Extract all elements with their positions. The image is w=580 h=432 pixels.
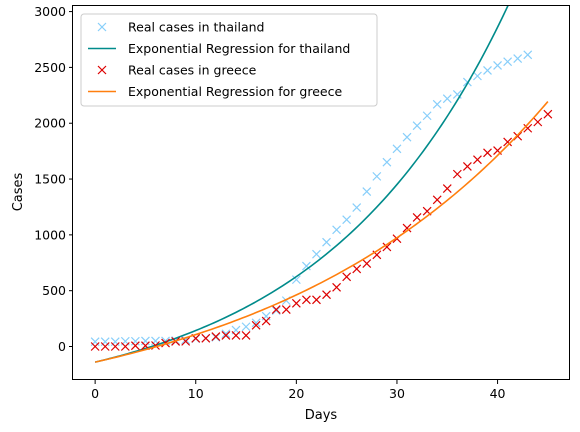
plot-area bbox=[90, 6, 553, 363]
data-point bbox=[221, 329, 231, 339]
regression-line bbox=[94, 101, 549, 363]
y-axis: 0 500 1000 1500 2000 2500 3000 bbox=[34, 4, 73, 354]
data-point bbox=[251, 320, 261, 330]
x-tick-label: 10 bbox=[188, 386, 204, 401]
x-axis: 0 10 20 30 40 bbox=[91, 380, 506, 401]
x-tick-label: 20 bbox=[288, 386, 304, 401]
data-point bbox=[382, 242, 392, 252]
data-point bbox=[352, 203, 362, 212]
data-point bbox=[271, 305, 281, 314]
data-point bbox=[261, 316, 271, 326]
data-point bbox=[523, 123, 533, 133]
data-point bbox=[442, 184, 452, 193]
data-point bbox=[412, 121, 422, 131]
data-point bbox=[281, 305, 291, 314]
data-point bbox=[473, 71, 482, 81]
legend-marker bbox=[97, 65, 107, 75]
y-axis-label: Cases bbox=[11, 172, 26, 211]
x-axis-label: Days bbox=[305, 408, 338, 423]
data-point bbox=[412, 213, 422, 222]
series-2 bbox=[90, 109, 553, 351]
data-point bbox=[493, 60, 502, 70]
legend-item: Exponential Regression for greece bbox=[88, 84, 342, 99]
legend-box bbox=[80, 13, 378, 107]
data-point bbox=[503, 137, 513, 147]
legend-label: Exponential Regression for thailand bbox=[128, 41, 350, 56]
data-point bbox=[332, 282, 342, 292]
data-point bbox=[211, 332, 221, 341]
data-point bbox=[271, 306, 281, 315]
data-point bbox=[392, 144, 402, 154]
y-tick-label: 2000 bbox=[34, 116, 66, 131]
legend-label: Exponential Regression for greece bbox=[128, 84, 342, 99]
data-point bbox=[342, 272, 352, 282]
data-point bbox=[161, 338, 170, 348]
legend: Real cases in thailand Exponential Regres… bbox=[80, 13, 378, 107]
data-point bbox=[432, 195, 442, 205]
y-tick-label: 500 bbox=[42, 283, 66, 298]
data-point bbox=[130, 341, 140, 351]
data-point bbox=[312, 295, 321, 305]
x-tick-label: 30 bbox=[389, 386, 405, 401]
data-point bbox=[372, 171, 382, 181]
y-tick-label: 1000 bbox=[34, 227, 66, 242]
data-point bbox=[120, 342, 130, 351]
data-point bbox=[241, 322, 251, 332]
legend-item: Exponential Regression for thailand bbox=[88, 41, 350, 56]
data-point bbox=[251, 318, 261, 328]
data-point bbox=[523, 50, 533, 60]
data-point bbox=[221, 331, 231, 340]
data-point bbox=[473, 155, 482, 165]
data-point bbox=[312, 249, 321, 259]
data-point bbox=[442, 94, 452, 104]
data-point bbox=[241, 331, 251, 340]
data-point bbox=[130, 336, 140, 346]
data-point bbox=[362, 259, 372, 268]
legend-label: Real cases in greece bbox=[128, 63, 257, 78]
data-point bbox=[352, 264, 362, 274]
data-point bbox=[462, 162, 472, 171]
data-point bbox=[422, 111, 432, 121]
y-tick-label: 2500 bbox=[34, 60, 66, 75]
data-point bbox=[382, 157, 392, 167]
data-point bbox=[301, 261, 311, 271]
data-point bbox=[362, 187, 372, 196]
legend-marker bbox=[97, 22, 107, 32]
data-point bbox=[483, 148, 492, 158]
data-point bbox=[402, 132, 412, 142]
y-tick-label: 0 bbox=[58, 339, 66, 354]
axes-frame bbox=[72, 5, 570, 380]
data-point bbox=[201, 333, 211, 343]
x-tick-label: 0 bbox=[91, 386, 99, 401]
legend-label: Real cases in thailand bbox=[128, 20, 264, 35]
data-point bbox=[432, 99, 442, 109]
data-point bbox=[342, 215, 352, 225]
data-point bbox=[483, 65, 492, 75]
data-point bbox=[301, 295, 311, 305]
y-tick-label: 3000 bbox=[34, 4, 66, 19]
y-tick-label: 1500 bbox=[34, 172, 66, 187]
legend-item: Real cases in greece bbox=[97, 63, 257, 78]
data-point bbox=[291, 275, 301, 285]
data-point bbox=[332, 225, 342, 235]
data-point bbox=[513, 54, 523, 64]
legend-item: Real cases in thailand bbox=[97, 20, 264, 35]
data-point bbox=[543, 109, 553, 119]
data-point bbox=[291, 298, 301, 308]
data-point bbox=[322, 237, 331, 247]
data-point bbox=[231, 331, 241, 340]
data-point bbox=[503, 57, 513, 67]
data-point bbox=[90, 342, 100, 351]
data-point bbox=[452, 169, 462, 179]
data-point bbox=[100, 342, 110, 351]
data-point bbox=[110, 342, 120, 351]
x-tick-label: 40 bbox=[490, 386, 506, 401]
series-3 bbox=[94, 101, 549, 363]
data-point bbox=[322, 290, 331, 300]
data-point bbox=[402, 223, 412, 233]
data-point bbox=[533, 117, 543, 127]
